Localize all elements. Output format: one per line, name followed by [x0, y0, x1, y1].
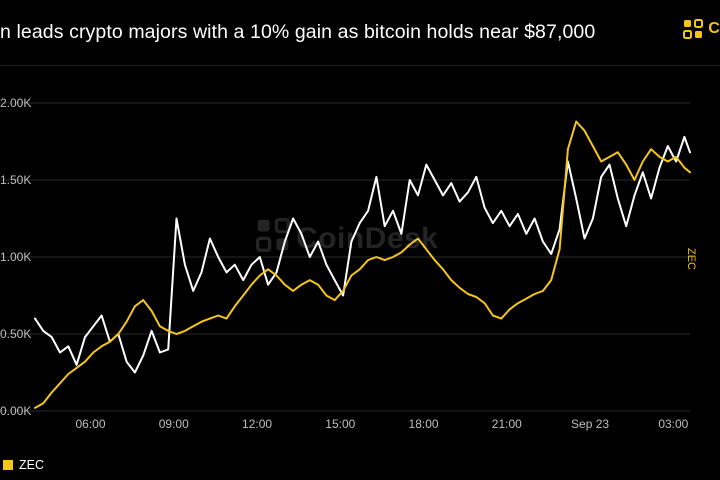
y-tick-label: 1.50K — [0, 173, 31, 187]
x-tick-label: 21:00 — [492, 417, 522, 431]
legend-label-zec: ZEC — [19, 458, 44, 472]
legend-swatch-zec — [3, 460, 13, 470]
x-tick-label: 15:00 — [325, 417, 355, 431]
series-line-zec — [34, 120, 691, 409]
y-tick-label: 0.00K — [0, 404, 31, 418]
chart-legend[interactable]: ZEC — [3, 458, 44, 472]
series-side-label: ZEC — [685, 248, 697, 270]
chart-headline: n leads crypto majors with a 10% gain as… — [0, 21, 596, 43]
x-tick-label: 12:00 — [242, 417, 272, 431]
x-tick-label: Sep 23 — [571, 417, 609, 431]
price-chart: 0.00K 0.50K 1.00K 1.50K 2.00K 06:00 09:00 12:00… — [0, 96, 691, 431]
series-line-comparison — [34, 135, 691, 374]
coindesk-logo-icon — [683, 19, 704, 39]
y-tick-label: 1.00K — [0, 250, 31, 264]
y-tick-label: 0.50K — [0, 327, 31, 341]
brand-name: Coi — [708, 20, 720, 37]
y-tick-label: 2.00K — [0, 96, 31, 110]
x-tick-label: 06:00 — [75, 417, 105, 431]
x-tick-label: 09:00 — [159, 417, 189, 431]
header-divider — [0, 65, 720, 66]
x-tick-label: 03:00 — [658, 417, 688, 431]
brand-logo[interactable]: Coi — [683, 19, 720, 39]
x-tick-label: 18:00 — [409, 417, 439, 431]
